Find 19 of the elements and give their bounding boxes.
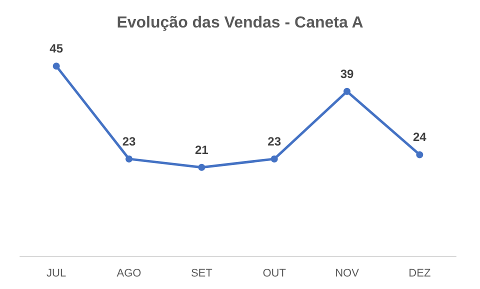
point (344, 88, 350, 95)
data-label: 21 (194, 142, 209, 157)
data-label: 39 (340, 66, 354, 81)
point (416, 151, 424, 158)
x-tick-label: SET (190, 268, 213, 280)
data-label: 45 (50, 42, 64, 56)
point (52, 62, 60, 70)
data-label: 23 (268, 134, 282, 148)
x-tick-label: DEZ (408, 268, 431, 280)
chart-title: Evolução das Vendas - Caneta A (116, 14, 364, 32)
x-tick-label: AGO (116, 268, 142, 280)
x-tick-label: OUT (262, 268, 286, 280)
x-tick-label: JUL (46, 268, 66, 280)
data-label: 23 (122, 134, 136, 148)
data-label: 24 (412, 130, 427, 144)
point (126, 155, 132, 162)
x-tick-label: NOV (335, 268, 360, 280)
point (198, 164, 206, 171)
point (270, 155, 278, 162)
